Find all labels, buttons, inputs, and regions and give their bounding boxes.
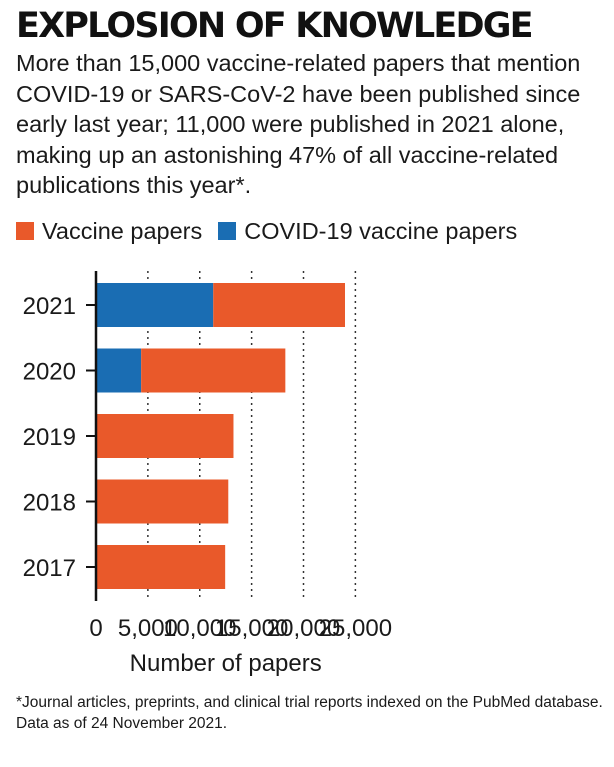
legend-swatch-covid: [218, 222, 237, 240]
legend-label-covid: COVID-19 vaccine papers: [244, 217, 518, 244]
x-tick-label: 15,000: [215, 615, 288, 642]
x-tick-label: 10,000: [163, 615, 236, 642]
x-tick-label: 20,000: [267, 615, 340, 642]
legend-label-vaccine: Vaccine papers: [42, 217, 203, 244]
y-tick-label: 2018: [23, 490, 76, 517]
bar-segment-vaccine: [96, 545, 226, 589]
tick-labels: 2021 2020 2019 2018 2017 0 5,00010,00015,00020…: [23, 293, 392, 677]
legend-item-vaccine: Vaccine papers: [16, 218, 202, 245]
bar-segment-vaccine: [141, 348, 286, 393]
y-tick-label: 2020: [23, 359, 76, 386]
legend: Vaccine papers COVID-19 vaccine papers: [16, 216, 533, 246]
x-tick-label: 0: [89, 615, 102, 642]
chart-subtitle: More than 15,000 vaccine-related papers …: [16, 50, 581, 198]
x-axis-title: Number of papers: [130, 650, 322, 677]
axes: [86, 271, 98, 601]
bar-chart: 2021 2020 2019 2018 2017 0 5,00010,00015,00020…: [23, 271, 392, 677]
bar-segment-covid: [96, 283, 214, 327]
bar-segment-covid: [96, 348, 142, 393]
footnote: *Journal articles, preprints, and clinic…: [16, 694, 603, 732]
x-tick-label: 25,000: [319, 615, 392, 642]
chart-title: EXPLOSION OF KNOWLEDGE: [16, 6, 534, 46]
bar-segment-vaccine: [96, 479, 229, 524]
bars: [96, 283, 345, 589]
y-tick-label: 2019: [23, 424, 76, 451]
bar-segment-vaccine: [96, 414, 234, 458]
y-tick-label: 2017: [23, 555, 76, 582]
legend-item-covid: COVID-19 vaccine papers: [218, 218, 517, 245]
y-tick-label: 2021: [23, 293, 76, 320]
bar-segment-vaccine: [213, 283, 345, 327]
legend-swatch-vaccine: [16, 222, 34, 240]
x-tick-label: 5,000: [118, 615, 178, 642]
